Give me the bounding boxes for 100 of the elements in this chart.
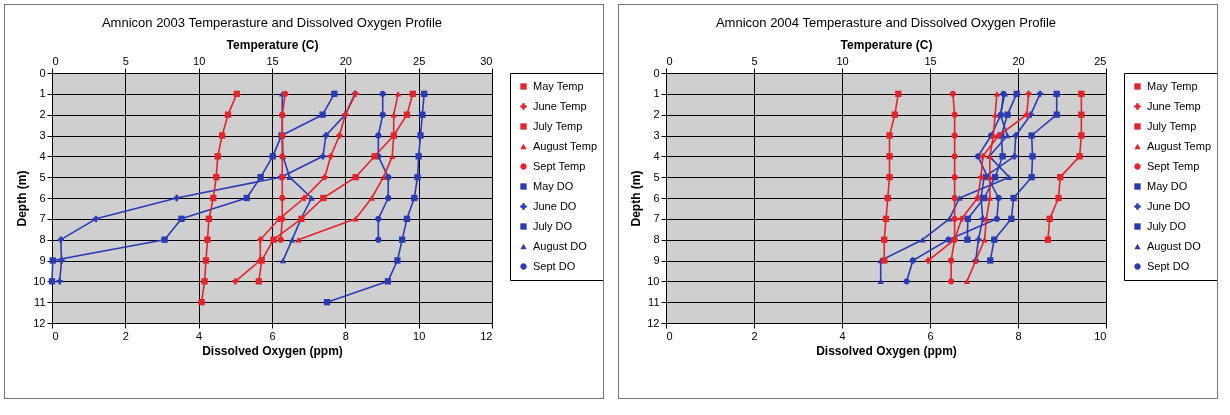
x2-tick-label: 10 <box>836 54 849 67</box>
point <box>394 257 401 264</box>
point <box>1029 153 1036 160</box>
point <box>1010 194 1017 202</box>
x2-tick-label: 20 <box>339 54 352 67</box>
y-axis-title: Depth (m) <box>629 170 644 227</box>
y-tick-label: 4 <box>39 149 46 162</box>
y-tick-label: 12 <box>33 316 46 329</box>
y-tick-label: 2 <box>39 108 46 121</box>
legend-label: June Temp <box>533 99 587 112</box>
point <box>385 194 392 202</box>
legend-label: May DO <box>533 179 574 192</box>
point <box>987 257 994 264</box>
y-tick-label: 11 <box>648 295 660 308</box>
x-tick-label: 0 <box>52 329 59 342</box>
point <box>379 90 386 97</box>
x2-tick-label: 25 <box>413 54 426 67</box>
x2-tick-label: 30 <box>480 54 493 67</box>
legend-label: July Temp <box>533 119 583 132</box>
y-tick-label: 12 <box>647 316 660 329</box>
x2-tick-label: 15 <box>924 54 937 67</box>
point <box>877 278 884 285</box>
point <box>419 111 426 118</box>
point <box>56 278 63 285</box>
point <box>903 278 910 285</box>
x2-tick-label: 0 <box>666 54 673 67</box>
point <box>269 153 276 160</box>
y-tick-label: 3 <box>39 129 46 141</box>
y-tick-label: 5 <box>653 170 660 183</box>
point <box>279 257 287 264</box>
x-axis-title: Dissolved Oxygen (ppm) <box>202 343 343 358</box>
x2-tick-label: 20 <box>1012 54 1025 67</box>
point <box>946 216 953 222</box>
point <box>1013 90 1020 97</box>
y-tick-label: 8 <box>39 233 46 246</box>
y-tick-label: 6 <box>39 191 46 204</box>
legend-label: June DO <box>533 199 577 212</box>
legend-label: May Temp <box>1147 79 1198 92</box>
point <box>257 174 264 181</box>
x-tick-label: 8 <box>342 329 349 342</box>
point <box>909 257 916 264</box>
point <box>1011 153 1018 160</box>
legend-label: July Temp <box>1147 119 1197 132</box>
point <box>956 195 963 201</box>
point <box>331 90 338 97</box>
point <box>1012 132 1019 139</box>
point <box>1028 174 1035 181</box>
legend-label: Sept Temp <box>533 159 586 172</box>
legend-label: Sept DO <box>533 259 576 272</box>
x-tick-label: 10 <box>1094 329 1107 342</box>
point <box>964 236 971 243</box>
legend-label: August DO <box>1147 239 1202 252</box>
legend-label: May Temp <box>533 79 584 92</box>
x2-tick-label: 5 <box>122 54 129 67</box>
point <box>1006 174 1013 180</box>
point <box>58 257 65 264</box>
point <box>319 153 327 160</box>
x-axis-title: Dissolved Oxygen (ppm) <box>816 343 957 358</box>
x2-tick-label: 15 <box>266 54 279 67</box>
y-tick-label: 6 <box>653 191 660 204</box>
point <box>995 194 1002 202</box>
x-tick-label: 4 <box>839 329 846 342</box>
x-tick-label: 8 <box>1015 329 1022 342</box>
legend-label: Sept DO <box>1147 259 1190 272</box>
x-tick-label: 2 <box>122 329 129 342</box>
point <box>999 153 1006 160</box>
legend-label: June DO <box>1147 199 1191 212</box>
point <box>322 132 330 139</box>
x-tick-label: 2 <box>751 329 758 342</box>
point <box>399 236 406 243</box>
point <box>385 174 392 181</box>
x2-tick-label: 10 <box>193 54 206 67</box>
point <box>414 174 421 181</box>
y-tick-label: 5 <box>39 170 46 183</box>
legend-label: August Temp <box>1147 139 1212 152</box>
point <box>1028 132 1035 139</box>
point <box>975 236 982 243</box>
x2-tick-label: 5 <box>751 54 758 67</box>
y-tick-label: 0 <box>653 66 660 79</box>
y-tick-label: 7 <box>39 212 46 225</box>
point <box>1004 111 1011 118</box>
point <box>57 236 64 243</box>
point <box>286 174 293 180</box>
legend-label: August DO <box>533 239 588 252</box>
point <box>403 215 411 222</box>
point <box>375 215 382 222</box>
point <box>991 236 998 243</box>
point <box>243 194 250 202</box>
y-tick-label: 10 <box>647 274 660 287</box>
chart-title: Amnicon 2003 Temperasture and Dissolved Oxygen Profile <box>101 15 443 30</box>
point <box>173 194 180 202</box>
y-tick-label: 9 <box>39 254 46 266</box>
y-tick-label: 9 <box>653 254 660 266</box>
point <box>964 215 971 222</box>
point <box>161 236 168 243</box>
legend-label: July DO <box>533 219 573 232</box>
x-tick-label: 4 <box>196 329 203 342</box>
y-tick-label: 3 <box>653 129 660 141</box>
x-tick-label: 6 <box>927 329 934 342</box>
point <box>379 111 386 118</box>
